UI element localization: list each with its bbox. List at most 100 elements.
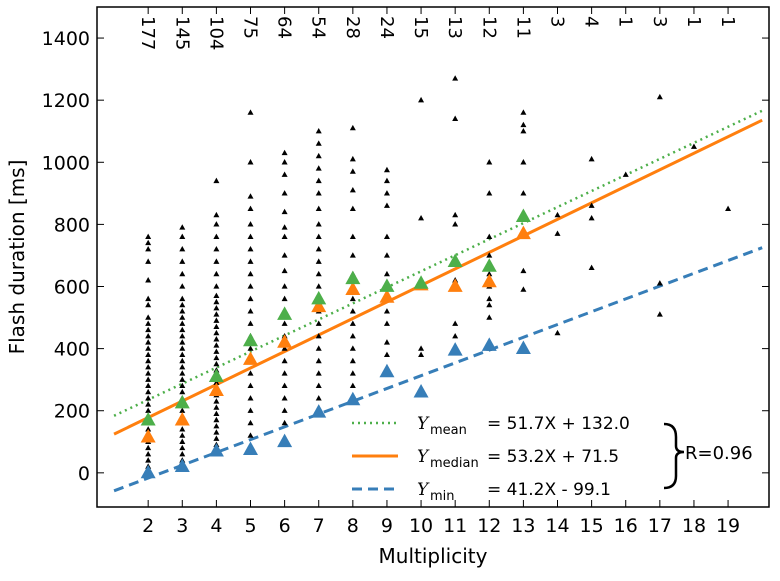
data-point [247,295,254,302]
marker-mean [379,278,395,292]
data-point [179,295,186,302]
data-point [622,171,629,177]
data-point [213,435,220,441]
data-point [281,320,288,326]
count-label: 177 [137,16,158,50]
data-point [145,326,152,333]
data-point [281,395,288,401]
count-label: 24 [376,16,397,39]
data-point [349,357,356,364]
legend-equation: = 53.2X + 71.5 [487,447,619,467]
count-label: 12 [478,16,499,39]
data-point [315,370,322,376]
data-point [383,177,390,184]
data-point [179,382,186,389]
data-point [145,364,152,370]
data-point [145,295,152,302]
x-tick-label: 12 [477,515,501,537]
count-label: 13 [444,16,465,39]
data-point [656,280,663,286]
data-point [315,382,322,389]
data-point [486,301,493,308]
data-point [213,410,220,416]
marker-min [345,391,361,406]
data-point [213,429,220,435]
marker-mean [345,270,361,285]
data-point [656,93,663,100]
data-point [281,159,288,165]
data-point [145,233,152,239]
data-point [179,332,186,339]
data-point [588,155,595,162]
data-point [213,245,220,252]
data-point [213,211,220,218]
data-point [418,351,425,357]
legend-var: Y [417,447,430,467]
marker-min [277,433,293,448]
data-point [315,177,322,184]
data-point [247,308,254,314]
data-point [281,233,288,239]
data-point [247,270,254,277]
data-point [383,190,390,196]
data-point [452,75,459,81]
data-point [554,211,561,218]
marker-mean [208,368,224,382]
data-point [418,96,425,103]
data-point [247,258,254,264]
data-point [315,205,322,212]
legend-sub: min [430,489,455,504]
data-point [247,109,254,115]
marker-mean [515,208,531,223]
data-point [145,351,152,357]
marker-median [379,289,395,303]
count-label: 28 [342,16,363,39]
marker-mean [413,275,429,289]
data-point [247,320,254,326]
data-point [315,221,322,227]
data-point [179,432,186,438]
marker-mean [140,411,156,426]
data-point [179,444,186,451]
data-point [349,186,356,193]
data-point [281,267,288,274]
data-point [247,205,254,212]
data-point [213,416,220,423]
data-point [247,419,254,426]
data-point [349,332,356,339]
count-label: 15 [410,16,431,39]
data-point [588,202,595,208]
data-point [213,270,220,277]
marker-min [481,337,497,351]
data-point [349,345,356,351]
plot-frame [96,6,770,508]
count-label: 145 [171,16,192,50]
y-tick-label: 600 [54,277,90,299]
fit-line-median [113,118,763,436]
x-tick-label: 17 [648,515,672,537]
data-point [213,305,220,311]
data-point [247,233,254,239]
data-point [315,245,322,252]
data-point [179,245,186,252]
marker-min [413,383,429,398]
data-point [349,382,356,389]
x-tick-label: 18 [682,515,706,537]
data-point [554,329,561,336]
data-point [179,314,186,320]
data-point [452,211,459,218]
count-label: 64 [274,16,295,39]
data-point [145,277,152,283]
data-point [486,159,493,165]
marker-min [379,363,395,378]
count-label: 1 [683,16,704,27]
marker-min [140,464,156,479]
marker-min [208,442,224,457]
data-point [247,221,254,227]
data-point [145,332,152,339]
marker-median [515,225,531,240]
count-label: 54 [308,16,329,39]
data-point [281,419,288,426]
data-point [145,407,152,413]
